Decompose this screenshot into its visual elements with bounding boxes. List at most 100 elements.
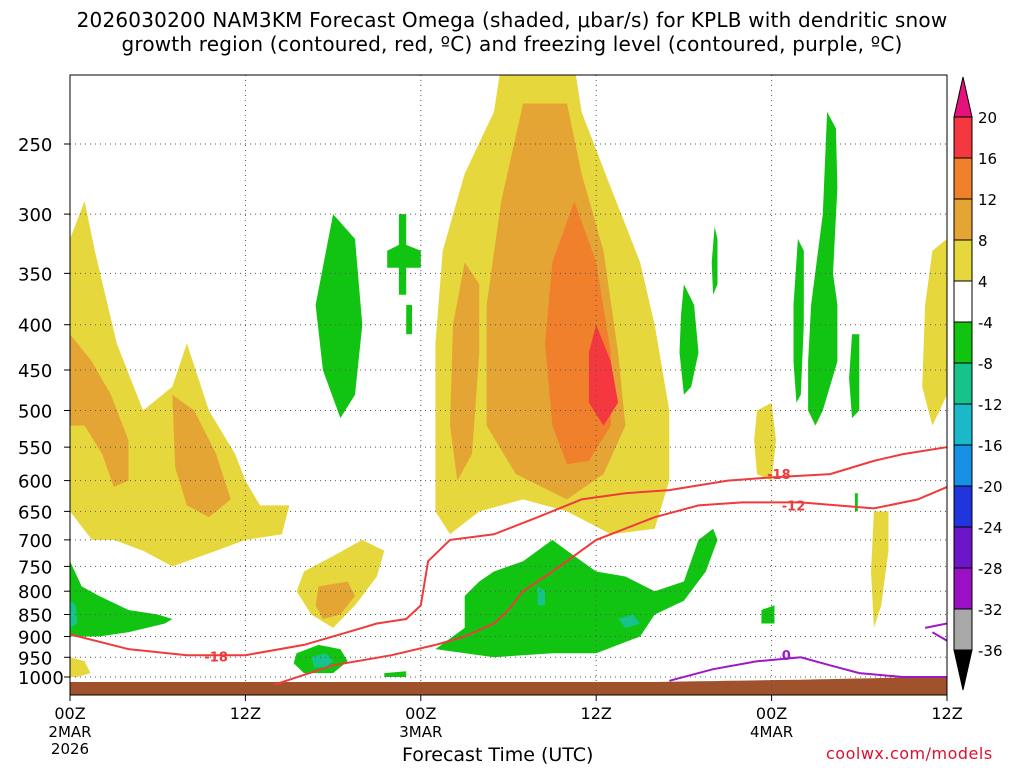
contour-label: 0 <box>782 649 791 664</box>
plot-frame <box>69 74 948 696</box>
x-tick-date: 2MAR <box>48 723 91 741</box>
x-tick-year: 2026 <box>51 740 89 758</box>
omega-region <box>315 581 355 619</box>
ground-layer <box>70 676 947 695</box>
omega-region <box>70 561 173 637</box>
colorbar-segment <box>953 362 973 405</box>
x-tick-label: 12Z <box>230 704 261 723</box>
omega-region <box>70 334 129 487</box>
omega-region <box>849 334 860 419</box>
plot-border <box>69 74 948 696</box>
colorbar-label: -28 <box>978 560 1003 578</box>
colorbar-label: -24 <box>978 519 1003 537</box>
colorbar-segment <box>953 280 973 323</box>
chart-title-line1: 2026030200 NAM3KM Forecast Omega (shaded… <box>76 8 948 32</box>
y-tick-label: 350 <box>18 264 52 285</box>
colorbar-segment <box>953 403 973 446</box>
x-axis-label: Forecast Time (UTC) <box>402 744 594 766</box>
omega-region <box>311 653 334 668</box>
y-tick-label: 900 <box>18 627 52 648</box>
contour-line <box>924 622 947 642</box>
colorbar: 20 16 12 8 4 -4 -8 -12 -16 -20 -24 -28 -32 -36 <box>953 76 1003 691</box>
y-tick-label: 550 <box>18 438 52 459</box>
omega-region <box>854 493 858 512</box>
colorbar-segment <box>953 239 973 282</box>
x-tick-label: 00Z <box>756 704 787 723</box>
colorbar-label: -36 <box>978 642 1003 660</box>
omega-region <box>315 214 363 419</box>
colorbar-label: 16 <box>978 150 997 168</box>
colorbar-segment <box>953 526 973 569</box>
omega-region <box>406 305 412 335</box>
colorbar-label: 8 <box>978 232 988 250</box>
colorbar-label: 12 <box>978 191 997 209</box>
colorbar-segment <box>953 608 973 651</box>
y-tick-label: 450 <box>18 361 52 382</box>
omega-region <box>761 605 775 624</box>
y-tick-label: 800 <box>18 582 52 603</box>
x-tick-label: 00Z <box>54 704 85 723</box>
x-tick-label: 12Z <box>931 704 962 723</box>
omega-region <box>384 671 407 677</box>
y-tick-label: 700 <box>18 531 52 552</box>
y-tick-label: 500 <box>18 402 52 423</box>
contour-label: -18 <box>204 650 228 665</box>
colorbar-segment <box>953 485 973 528</box>
x-tick-label: 00Z <box>405 704 436 723</box>
omega-region <box>172 394 231 518</box>
colorbar-label: -32 <box>978 601 1003 619</box>
colorbar-arrow-top <box>953 76 973 118</box>
omega-region <box>70 600 78 628</box>
omega-region <box>754 402 776 481</box>
colorbar-segment <box>953 444 973 487</box>
omega-region <box>793 238 804 403</box>
omega-region <box>871 511 889 628</box>
contour-line <box>70 446 947 657</box>
colorbar-segment <box>953 321 973 364</box>
y-tick-label: 600 <box>18 472 52 493</box>
contour-lines: -18 -18 -12 0 <box>70 446 947 686</box>
colorbar-segment <box>953 157 973 200</box>
colorbar-label: -8 <box>978 355 993 373</box>
x-tick-label: 12Z <box>581 704 612 723</box>
omega-region <box>537 586 545 606</box>
watermark: coolwx.com/models <box>826 744 993 763</box>
y-tick-label: 250 <box>18 135 52 156</box>
contour-line <box>274 485 947 686</box>
ground <box>70 676 947 695</box>
omega-region <box>922 238 947 426</box>
x-tick-date: 4MAR <box>750 723 793 741</box>
y-tick-label: 750 <box>18 557 52 578</box>
colorbar-segment <box>953 116 973 159</box>
omega-region <box>70 657 91 677</box>
chart-title-line2: growth region (contoured, red, ºC) and f… <box>121 32 903 56</box>
colorbar-arrow-bottom <box>953 649 973 691</box>
omega-region <box>679 284 699 395</box>
y-tick-label: 1000 <box>18 668 64 689</box>
contour-line <box>669 656 947 682</box>
y-tick-label: 400 <box>18 316 52 337</box>
omega-region <box>808 111 838 426</box>
x-tick-date: 3MAR <box>399 723 442 741</box>
omega-region <box>435 528 718 658</box>
omega-region <box>387 214 421 295</box>
colorbar-label: -12 <box>978 396 1003 414</box>
colorbar-label: 20 <box>978 109 997 127</box>
omega-region <box>450 262 480 481</box>
y-tick-label: 650 <box>18 502 52 523</box>
contour-label: -12 <box>782 499 806 514</box>
y-tick-label: 850 <box>18 606 52 627</box>
colorbar-label: -4 <box>978 314 993 332</box>
y-axis: 2503003504004505005506006507007508008509… <box>18 135 70 689</box>
y-tick-label: 300 <box>18 205 52 226</box>
colorbar-label: -20 <box>978 478 1003 496</box>
colorbar-label: 4 <box>978 273 988 291</box>
omega-shading <box>70 75 947 677</box>
colorbar-segment <box>953 198 973 241</box>
colorbar-label: -16 <box>978 437 1003 455</box>
y-tick-label: 950 <box>18 648 52 669</box>
colorbar-segment <box>953 567 973 610</box>
omega-region <box>618 614 641 628</box>
